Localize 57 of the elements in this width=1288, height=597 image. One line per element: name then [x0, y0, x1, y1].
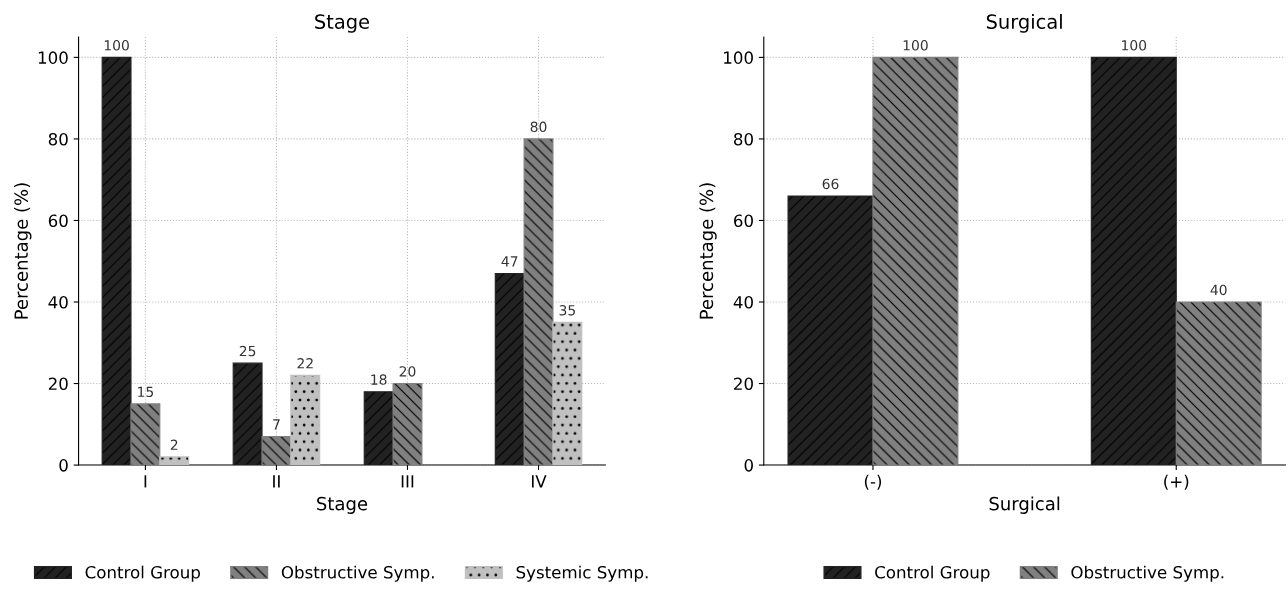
- data-label: 100: [1122, 40, 1147, 51]
- data-label: 15: [138, 386, 154, 398]
- bar: [523, 138, 554, 466]
- y-tick-label: 40: [733, 295, 753, 309]
- data-label: 22: [297, 358, 313, 369]
- bar: [232, 362, 263, 466]
- data-label: 47: [501, 256, 518, 267]
- data-label: 100: [903, 40, 928, 51]
- y-tick-label: 0: [59, 459, 68, 472]
- legend-label: Control Group: [85, 565, 200, 582]
- bar: [363, 391, 394, 466]
- bar: [494, 272, 525, 466]
- y-tick-label: 60: [48, 214, 68, 228]
- legend-label: Systemic Symp.: [516, 565, 648, 582]
- bar: [1090, 56, 1177, 466]
- data-label: 40: [1210, 284, 1227, 296]
- data-label: 25: [239, 345, 256, 357]
- bar: [872, 56, 959, 466]
- chart-title: Surgical: [986, 13, 1062, 33]
- data-label: 35: [559, 305, 575, 316]
- y-tick-label: 80: [48, 132, 68, 146]
- legend-label: Obstructive Symp.: [281, 565, 434, 582]
- legend-label: Control Group: [875, 565, 990, 582]
- y-axis-title: Percentage (%): [699, 183, 717, 319]
- bar: [159, 456, 190, 466]
- y-tick-label: 80: [733, 132, 753, 146]
- x-tick-label: IV: [532, 475, 547, 488]
- y-tick-label: 40: [48, 295, 68, 309]
- x-axis-title: Surgical: [989, 496, 1060, 514]
- data-label: 100: [104, 40, 129, 51]
- y-axis-title: Percentage (%): [14, 183, 32, 319]
- bar: [787, 195, 874, 466]
- bar: [101, 56, 132, 466]
- bar: [392, 382, 423, 466]
- data-label: 18: [371, 374, 387, 385]
- bar: [261, 435, 292, 466]
- y-tick-label: 20: [734, 377, 753, 391]
- x-tick-label: III: [401, 475, 414, 488]
- data-label: 7: [273, 419, 280, 430]
- x-tick-label: (+): [1164, 474, 1189, 490]
- x-tick-label: I: [144, 475, 147, 488]
- bar: [1175, 301, 1262, 466]
- x-axis-title: Stage: [317, 496, 368, 514]
- y-tick-label: 60: [734, 214, 753, 228]
- chart-title: Stage: [315, 14, 370, 33]
- x-tick-label: (-): [864, 474, 882, 490]
- y-tick-label: 0: [744, 459, 753, 472]
- x-tick-label: II: [273, 475, 280, 488]
- data-label: 80: [530, 121, 547, 133]
- bar: [130, 403, 161, 466]
- y-tick-label: 100: [38, 51, 68, 64]
- data-label: 66: [822, 178, 839, 190]
- y-tick-label: 100: [724, 51, 753, 64]
- data-label: 2: [170, 439, 178, 450]
- legend-label: Obstructive Symp.: [1071, 565, 1224, 582]
- data-label: 20: [399, 366, 416, 377]
- y-tick-label: 20: [48, 377, 68, 391]
